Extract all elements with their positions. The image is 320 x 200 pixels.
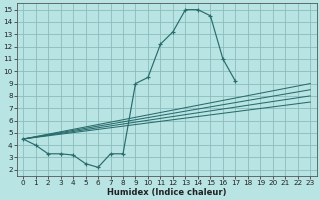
X-axis label: Humidex (Indice chaleur): Humidex (Indice chaleur)	[107, 188, 227, 197]
